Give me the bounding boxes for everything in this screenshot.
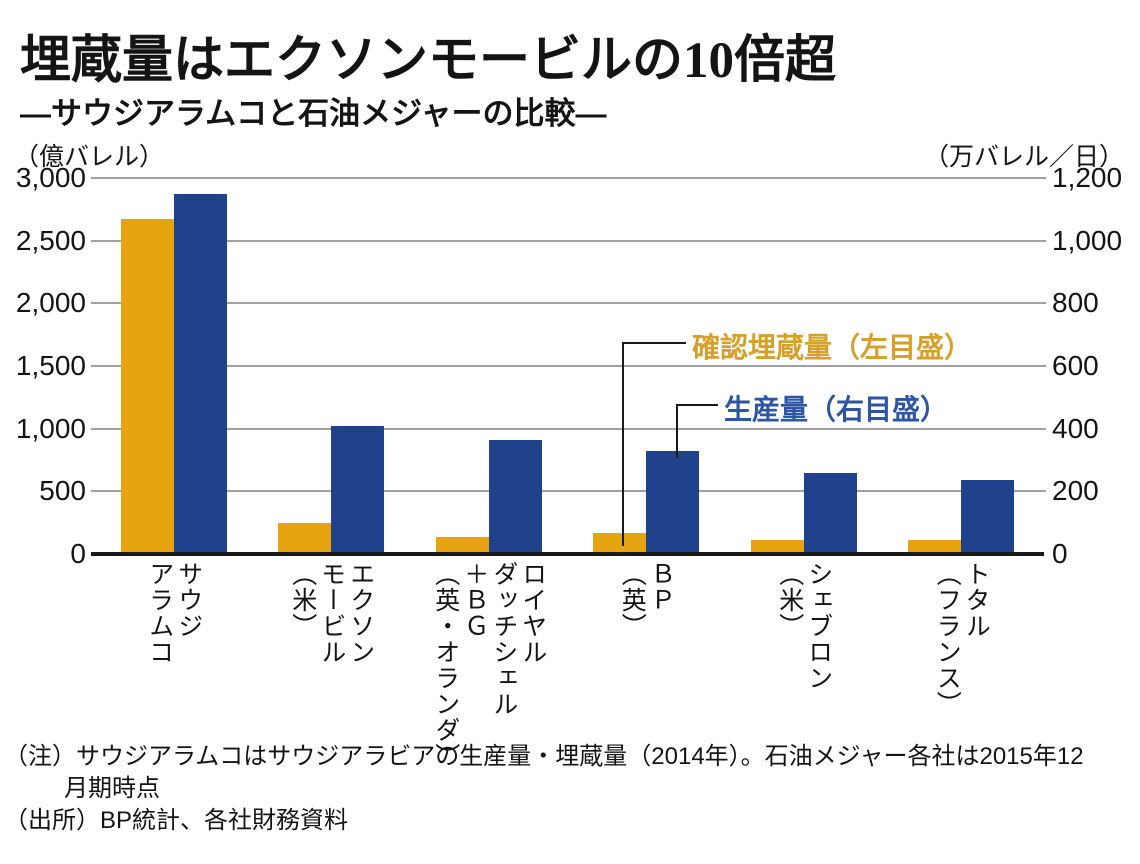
x-axis-line	[91, 552, 1044, 556]
left-axis-tick: 500	[39, 475, 86, 507]
chart-subtitle: ―サウジアラムコと石油メジャーの比較―	[20, 96, 607, 131]
chart-title: 埋蔵量はエクソンモービルの10倍超	[20, 33, 837, 89]
right-axis-tick: 800	[1052, 287, 1099, 319]
category-label-2: エクソン モービル （米）	[288, 561, 375, 665]
note-line-2: 月期時点	[64, 775, 160, 802]
reserves-callout-horizontal-line	[622, 342, 686, 344]
right-axis-tick: 0	[1052, 538, 1068, 569]
bar-group-1	[95, 178, 253, 554]
category-cell-6: トタル （フランス）	[883, 561, 1041, 769]
gridline	[91, 177, 1046, 179]
production-bar-3	[488, 439, 542, 554]
reserves-bar-6	[908, 539, 962, 554]
right-axis-tick: 400	[1052, 412, 1099, 444]
bar-group-5	[725, 178, 883, 554]
legend-production-label: 生産量（右目盛）	[724, 394, 949, 425]
left-axis-unit: （億バレル）	[14, 143, 165, 171]
bar-group-4	[568, 178, 726, 554]
production-bar-4	[646, 450, 700, 554]
category-label-4: ＢＰ （英）	[618, 561, 676, 639]
bar-group-3	[410, 178, 568, 554]
left-axis-tick: 2,500	[15, 224, 86, 256]
gridline	[91, 302, 1046, 305]
gridline	[91, 365, 1046, 367]
bars-row	[95, 178, 1040, 554]
reserves-bar-1	[120, 219, 174, 554]
plot-area	[91, 177, 1046, 554]
left-axis-tick: 1,000	[15, 412, 86, 444]
legend-reserves-label: 確認埋蔵量（左目盛）	[692, 332, 973, 363]
category-label-1: サウジ アラムコ	[145, 561, 203, 665]
left-axis-tick: 3,000	[15, 162, 86, 193]
production-bar-6	[961, 480, 1015, 554]
gridline	[91, 239, 1046, 242]
right-axis-tick: 1,200	[1052, 162, 1123, 193]
gridline	[91, 490, 1046, 493]
reserves-bar-5	[750, 540, 804, 554]
category-cell-5: シェブロン （米）	[725, 561, 883, 769]
bar-group-2	[253, 178, 411, 554]
production-bar-5	[803, 472, 857, 554]
category-label-6: トタル （フランス）	[933, 561, 991, 717]
category-cell-4: ＢＰ （英）	[568, 561, 726, 769]
left-axis-tick: 0	[70, 538, 86, 569]
right-axis-unit: （万バレル／日）	[923, 143, 1124, 171]
production-bar-1	[173, 193, 227, 554]
note-line-1: （注）サウジアラムコはサウジアラビアの生産量・埋蔵量（2014年）。石油メジャー…	[4, 743, 1084, 770]
category-labels-row: サウジ アラムコ エクソン モービル （米） ロイヤル ダッチシェル ＋ＢＧ （英・…	[95, 561, 1040, 769]
reserves-callout-vertical-line	[622, 342, 624, 546]
category-cell-2: エクソン モービル （米）	[253, 561, 411, 769]
right-axis-tick: 200	[1052, 475, 1099, 507]
production-callout-vertical-line	[676, 404, 678, 458]
footnotes: （注）サウジアラムコはサウジアラビアの生産量・埋蔵量（2014年）。石油メジャー…	[4, 741, 1084, 837]
source-line: （出所）BP統計、各社財務資料	[4, 807, 349, 834]
bar-group-6	[883, 178, 1041, 554]
category-cell-3: ロイヤル ダッチシェル ＋ＢＧ （英・オランダ）	[410, 561, 568, 769]
reserves-bar-4	[593, 532, 647, 554]
category-label-3: ロイヤル ダッチシェル ＋ＢＧ （英・オランダ）	[431, 561, 547, 769]
reserves-bar-2	[278, 522, 332, 554]
category-cell-1: サウジ アラムコ	[95, 561, 253, 769]
right-axis-tick: 600	[1052, 350, 1099, 381]
right-axis-tick: 1,000	[1052, 224, 1123, 256]
category-label-5: シェブロン （米）	[775, 561, 833, 691]
reserves-bar-3	[435, 536, 489, 554]
production-bar-2	[331, 425, 385, 554]
gridline	[91, 427, 1046, 430]
left-axis-tick: 1,500	[15, 350, 86, 381]
left-axis-tick: 2,000	[15, 287, 86, 319]
production-callout-horizontal-line	[676, 404, 718, 406]
